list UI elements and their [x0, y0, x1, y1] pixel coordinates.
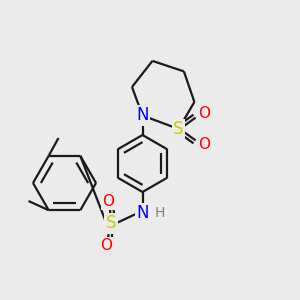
Text: S: S — [106, 214, 116, 232]
Text: O: O — [199, 137, 211, 152]
Text: N: N — [136, 204, 149, 222]
Text: O: O — [102, 194, 114, 209]
Text: O: O — [100, 238, 112, 253]
Text: H: H — [155, 206, 165, 220]
Text: N: N — [136, 106, 149, 124]
Text: O: O — [199, 106, 211, 121]
Text: S: S — [173, 120, 184, 138]
